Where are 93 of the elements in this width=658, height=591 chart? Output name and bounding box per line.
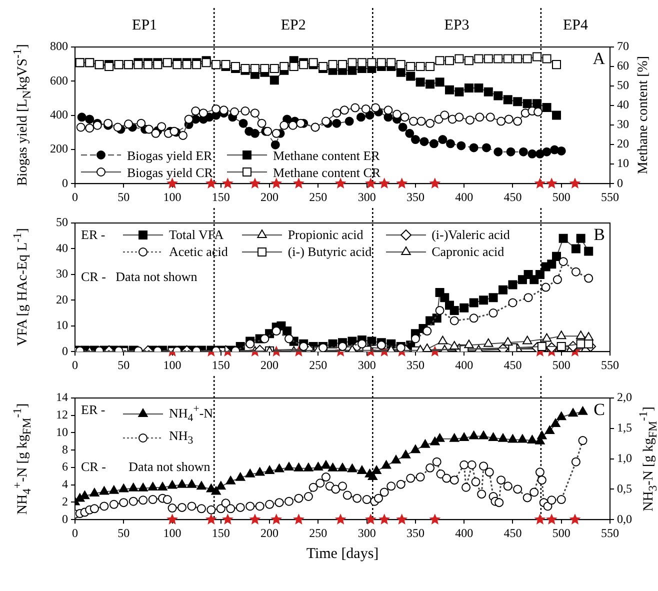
y-tick-label: 40	[56, 240, 68, 255]
x-tick-label: 200	[260, 358, 279, 372]
y2-tick-label: 70	[617, 39, 629, 54]
y-tick-label: 14	[56, 390, 68, 404]
x-tick-label: 450	[504, 526, 522, 540]
x-tick-label: 100	[163, 526, 182, 540]
y-tick-label: 50	[56, 215, 68, 230]
x-tick-label: 450	[504, 190, 522, 204]
y2-tick-label: 50	[617, 78, 629, 92]
y2-tick-label: 10	[617, 156, 629, 170]
annotation: B	[594, 225, 605, 245]
legend-label: Capronic acid	[432, 244, 504, 259]
x-tick-label: 350	[406, 358, 424, 372]
annotation: CR - Data not shown	[81, 269, 198, 284]
x-tick-label: 50	[118, 358, 130, 372]
y2-tick-label: 0	[617, 176, 623, 190]
x-tick-label: 100	[163, 358, 182, 372]
y2-tick-label: 1,5	[617, 420, 632, 435]
y-tick-label: 0	[62, 512, 68, 526]
x-tick-label: 0	[72, 358, 78, 372]
y-tick-label: 800	[50, 39, 68, 54]
y2-axis-title: Methane content [%]	[636, 56, 652, 174]
y2-tick-label: 0,5	[617, 481, 632, 496]
x-tick-label: 400	[455, 190, 474, 204]
x-tick-label: 100	[163, 190, 182, 204]
y-tick-label: 600	[50, 73, 68, 88]
y-tick-label: 30	[56, 266, 68, 281]
x-tick-label: 250	[309, 358, 328, 372]
x-tick-label: 300	[358, 526, 376, 540]
y2-tick-label: 0,0	[617, 512, 632, 526]
y-tick-label: 0	[62, 176, 68, 190]
x-tick-label: 400	[455, 358, 474, 372]
x-tick-label: 350	[406, 190, 424, 204]
legend-label: NH$_{4}$$^{+}$-N	[169, 402, 214, 426]
annotation: CR - Data not shown	[81, 458, 212, 474]
x-tick-label: 50	[118, 526, 130, 540]
text: EP3	[444, 17, 470, 34]
x-tick-label: 450	[504, 358, 522, 372]
y-tick-label: 8	[62, 442, 68, 456]
y-tick-label: 6	[62, 460, 68, 474]
y-tick-label: 20	[56, 292, 68, 306]
y-tick-label: 0	[62, 344, 68, 358]
x-tick-label: 300	[358, 358, 376, 372]
legend-label: Methane content CR	[272, 164, 381, 180]
legend-label: Biogas yield ER	[127, 148, 212, 163]
x-tick-label: 400	[455, 526, 474, 540]
annotation: A	[592, 49, 605, 69]
y2-tick-label: 30	[617, 117, 629, 132]
legend-label: Acetic acid	[169, 244, 228, 259]
legend-label: Propionic acid	[288, 227, 364, 242]
x-tick-label: 300	[358, 190, 376, 204]
annotation: ER -	[81, 227, 106, 244]
x-tick-label: 200	[260, 190, 279, 204]
legend-label: (i-) Butyric acid	[288, 244, 372, 259]
x-tick-label: 150	[212, 358, 230, 372]
legend-label: (i-)Valeric acid	[432, 227, 510, 242]
x-tick-label: 250	[309, 190, 328, 204]
x-tick-label: 150	[212, 526, 230, 540]
legend-label: Total VFA	[169, 227, 224, 242]
x-tick-label: 50	[118, 190, 130, 204]
legend-label: NH$_{3}$	[169, 428, 194, 449]
x-tick-label: 250	[309, 526, 328, 540]
x-tick-label: 550	[601, 358, 619, 372]
x-tick-label: 550	[601, 526, 619, 540]
y2-tick-label: 20	[617, 136, 629, 151]
x-tick-label: 350	[406, 526, 424, 540]
y-tick-label: 12	[56, 408, 68, 422]
y-tick-label: 400	[50, 107, 68, 122]
text: EP1	[132, 17, 158, 34]
x-axis-title: Time [days]	[306, 546, 379, 563]
y2-tick-label: 1,0	[617, 450, 632, 465]
y2-tick-label: 60	[617, 58, 629, 73]
x-tick-label: 150	[212, 190, 230, 204]
annotation: C	[594, 400, 605, 420]
x-tick-label: 500	[552, 190, 570, 204]
text: EP4	[562, 17, 588, 34]
y-tick-label: 200	[50, 142, 68, 156]
y-tick-label: 4	[62, 477, 68, 492]
y2-tick-label: 40	[617, 98, 629, 112]
y-tick-label: 2	[62, 494, 68, 508]
x-tick-label: 500	[552, 526, 570, 540]
y-tick-label: 10	[56, 318, 68, 332]
text: EP2	[280, 17, 306, 34]
annotation: ER -	[81, 402, 106, 419]
y2-tick-label: 2,0	[617, 390, 632, 404]
legend-label: Methane content ER	[272, 148, 380, 163]
x-tick-label: 0	[72, 526, 78, 540]
legend-label: Biogas yield CR	[127, 164, 213, 180]
x-tick-label: 500	[552, 358, 570, 372]
y-tick-label: 10	[56, 424, 68, 439]
x-tick-label: 0	[72, 190, 78, 204]
x-tick-label: 550	[601, 190, 619, 204]
x-tick-label: 200	[260, 526, 279, 540]
